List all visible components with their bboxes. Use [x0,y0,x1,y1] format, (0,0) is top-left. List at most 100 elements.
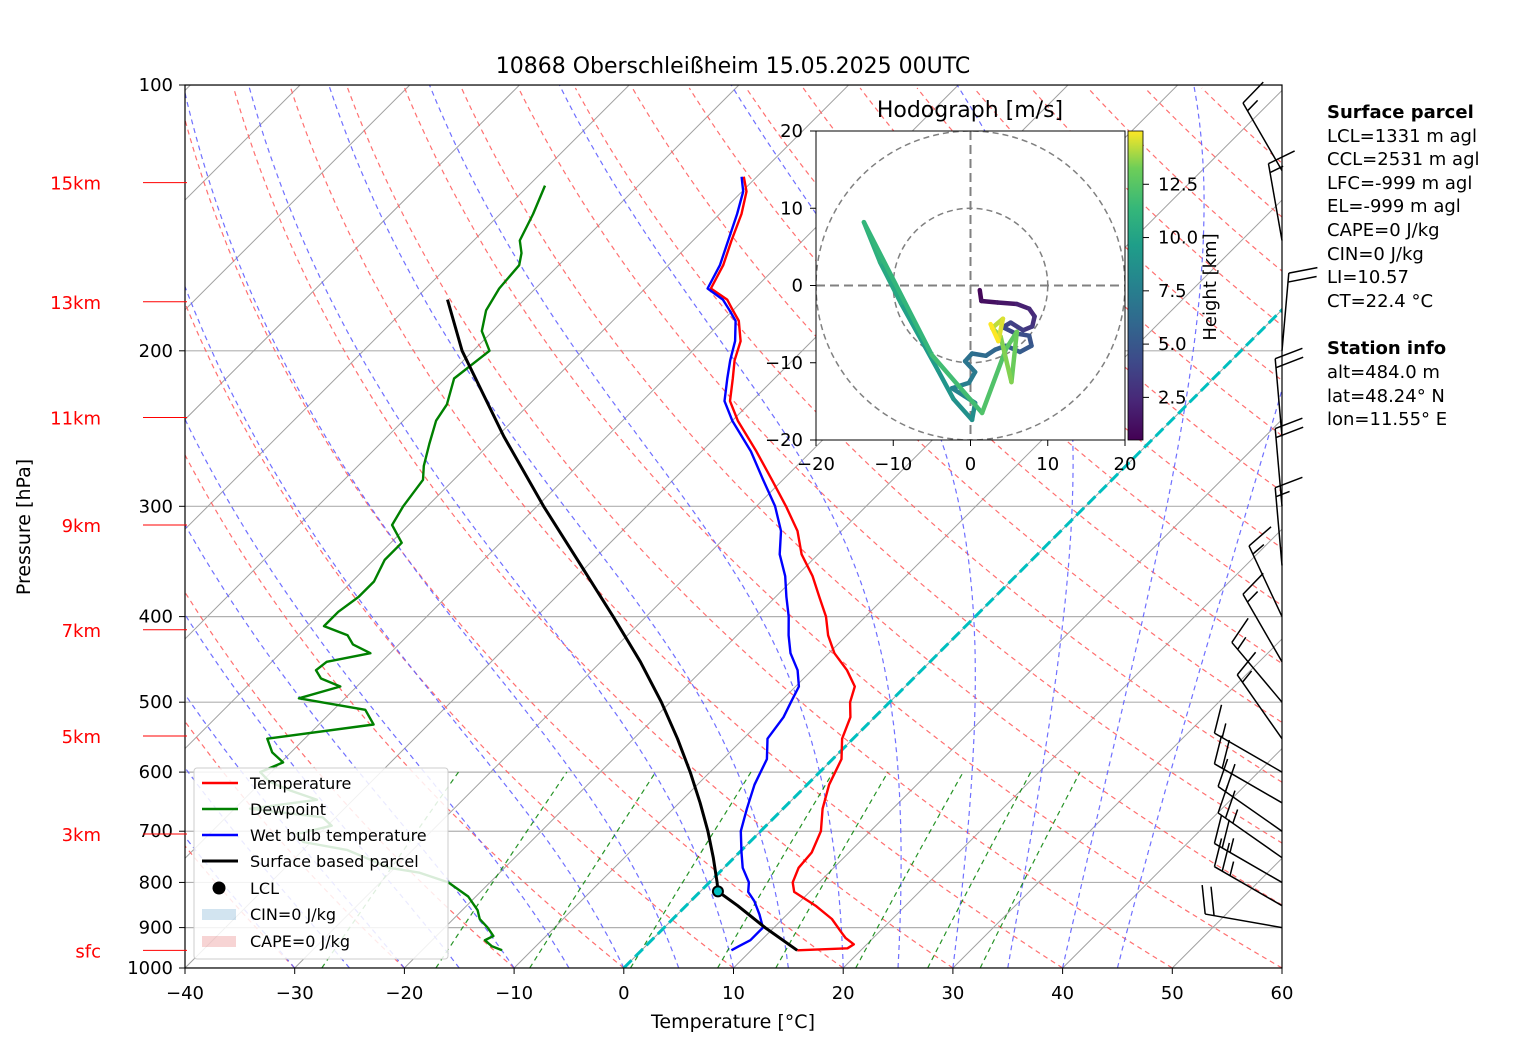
wind-barb-staff [1274,358,1283,437]
profile-curves [248,176,1282,968]
moist-adiabat [956,85,1074,968]
wind-barb-half [1237,636,1247,650]
wind-barb-full [1213,735,1223,764]
hodograph-segment [935,368,956,402]
legend-cape: CAPE=0 J/kg [250,932,350,951]
hodograph-y-tick-label: 0 [792,276,803,297]
moist-adiabat [185,90,680,968]
wind-barb-staff [1281,273,1290,351]
colorbar-ticks: 2.5 5.0 7.5 10.0 12.5 [1143,174,1198,408]
wind-barb-full [1201,885,1206,915]
mixing-ratio-line [717,771,834,968]
ct-value: CT=22.4 °C [1327,290,1434,312]
temperature-line [709,176,856,952]
wind-barb-half [1275,490,1290,498]
station-alt: alt=484.0 m [1327,361,1440,383]
legend-cape-swatch [202,936,236,947]
wind-barb-staff [1217,812,1283,859]
moist-adiabat [185,523,515,968]
mixing-ratio-line [775,771,889,968]
dry-adiabat [802,87,1282,550]
wind-barb-staff [1214,866,1283,907]
legend-temperature: Temperature [249,774,351,793]
hodograph: −20 −20 −10 −10 0 0 10 10 20 20 Hodograph [m/s] 2… [765,98,1221,475]
wind-barb [1217,758,1283,832]
height-marker-label: sfc [75,941,101,962]
height-marker-label: 3km [62,825,101,846]
wind-barb [1236,651,1283,740]
wind-barb-full [1213,838,1223,867]
wind-barb-staff [1214,763,1283,804]
mixing-ratio-line [629,771,752,968]
hodograph-title: Hodograph [m/s] [877,98,1063,123]
wind-barb-half [1229,861,1235,876]
wind-barb-full [1224,790,1236,819]
hodograph-segment [929,352,985,416]
wind-barb [1281,266,1318,351]
wind-barb [1213,735,1283,804]
y-tick-label: 600 [139,762,173,783]
wind-barb [1201,885,1283,929]
mixing-ratio-line [529,771,657,968]
wind-barb-full [1275,426,1304,439]
legend-cin: CIN=0 J/kg [250,905,336,924]
hodograph-x-tick-label: 0 [965,454,976,475]
x-axis-label: Temperature [°C] [650,1011,815,1033]
ccl-value: CCL=2531 m agl [1327,149,1480,171]
wind-barb [1242,81,1283,171]
dry-adiabat [404,87,1282,968]
colorbar-tick-label: 2.5 [1158,387,1187,408]
wind-barb-full [1217,758,1229,787]
wind-barb-staff [1214,842,1283,884]
lcl-marker-center [713,887,722,896]
li-value: LI=10.57 [1327,267,1409,289]
wind-barb [1248,526,1283,617]
zero-isotherm [622,307,1282,968]
wind-barb-half [1221,723,1227,738]
legend-cin-swatch [202,909,236,920]
wind-barb-staff [1267,163,1283,241]
moist-adiabat [185,284,625,968]
mixing-ratio-line [927,771,1032,968]
colorbar-tick-label: 7.5 [1158,281,1187,302]
hodograph-x-tick-label: −20 [797,454,835,475]
wind-barb-staff [1242,593,1283,663]
wind-barb-staff [1242,102,1283,171]
wind-barb [1213,814,1283,884]
hodograph-y-tick-label: 20 [780,121,803,142]
wind-barb-full [1224,763,1236,792]
hodograph-y-tick-label: −10 [765,353,803,374]
x-tick-label: 10 [722,983,745,1004]
colorbar-label: Height [km] [1200,233,1221,340]
dry-adiabat [517,87,1282,844]
isotherm [185,85,849,750]
mixing-ratio-line [855,771,964,968]
wind-barb-staff [1274,487,1283,566]
legend-dewpoint: Dewpoint [250,800,326,819]
y-tick-label: 400 [139,607,173,628]
surface-parcel-heading: Surface parcel [1327,102,1474,123]
wind-barb-full [1275,356,1304,369]
dry-adiabat [1087,87,1282,272]
wind-barb-full [1210,886,1215,916]
wind-barb-staff [1231,641,1283,703]
dry-adiabat [688,87,1282,665]
height-marker-label: 15km [50,174,101,195]
dry-adiabat [185,117,844,968]
wind-barb-staff [1236,674,1283,740]
isotherm [513,199,1282,968]
height-marker-label: 13km [50,293,101,314]
x-tick-label: 20 [832,983,855,1004]
x-tick-label: 40 [1051,983,1074,1004]
hodograph-axes: −20 −20 −10 −10 0 0 10 10 20 20 [765,121,1136,475]
height-marker-label: 11km [50,409,101,430]
hodograph-segment [1000,324,1018,336]
wind-barb [1213,838,1283,907]
wind-barb-half [1232,809,1239,824]
hodograph-segment [951,396,975,423]
legend-parcel: Surface based parcel [250,852,419,871]
y-tick-label: 1000 [127,958,173,979]
hodograph-segment [1009,329,1020,385]
legend: Temperature Dewpoint Wet bulb temperatur… [193,767,449,960]
